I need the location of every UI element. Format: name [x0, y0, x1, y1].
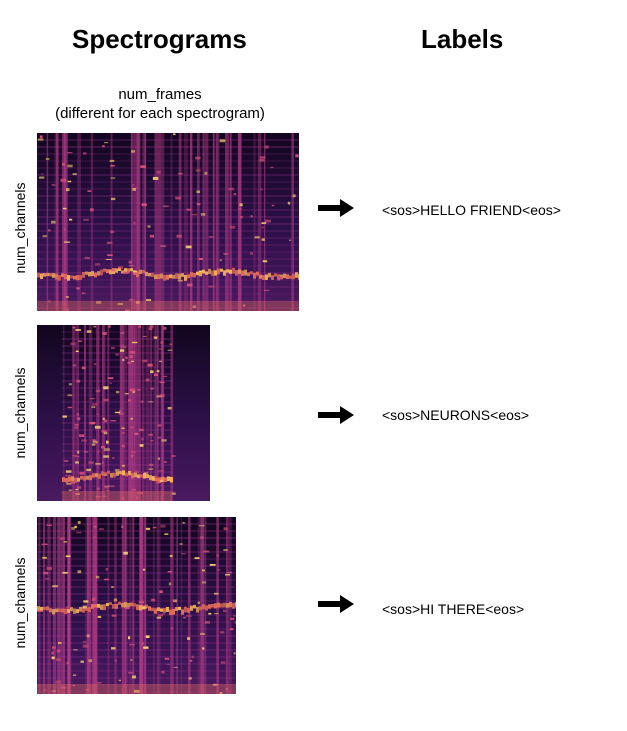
right-arrow-icon	[318, 199, 354, 217]
labels-heading: Labels	[421, 24, 504, 54]
spectrogram-2	[37, 325, 210, 501]
spectrogram-3	[37, 517, 236, 694]
row-2-ylabel: num_channels	[12, 367, 28, 459]
num-frames-caption: (different for each spectrogram)	[55, 105, 265, 122]
right-arrow-icon	[318, 595, 354, 613]
row-3-ylabel: num_channels	[12, 557, 28, 649]
num-frames-note: num_frames (different for each spectrogr…	[30, 85, 290, 123]
row-1-label: <sos>HELLO FRIEND<eos>	[382, 202, 561, 218]
right-arrow-icon	[318, 406, 354, 424]
row-2-label: <sos>NEURONS<eos>	[382, 407, 530, 423]
spectrogram-1	[37, 133, 299, 311]
spectrograms-heading: Spectrograms	[72, 24, 247, 54]
num-frames-label: num_frames	[118, 86, 202, 103]
row-1-ylabel: num_channels	[12, 182, 28, 274]
row-3-label: <sos>HI THERE<eos>	[382, 601, 525, 617]
